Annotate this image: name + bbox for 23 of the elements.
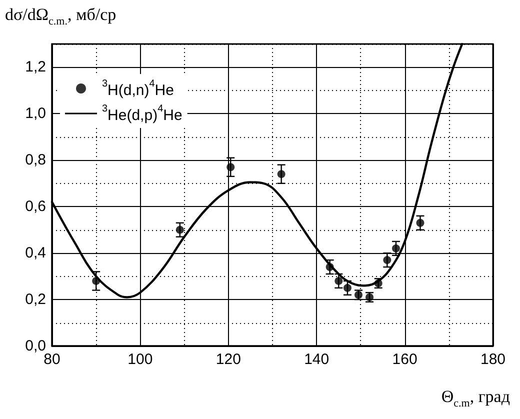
y-tick-label: 1,2 [25,58,46,76]
x-tick-label: 100 [128,351,153,368]
y-tick-label: 0,8 [25,152,46,169]
x-tick-label: 120 [216,351,241,368]
y-tick-label: 0,6 [25,198,46,216]
point [392,244,400,252]
point [334,276,343,285]
point [326,263,334,272]
y-tick-label: 1,0 [25,105,46,122]
y-tick-label: 0,0 [25,338,46,354]
x-tick-label: 140 [304,351,330,368]
point [277,170,286,178]
point [226,163,235,172]
y-tick-label: 0,4 [25,244,46,262]
point [176,226,184,234]
point [383,256,392,264]
x-tick-label: 160 [392,351,418,368]
point [416,218,424,227]
x-tick-label: 80 [44,351,60,368]
point [92,276,100,285]
x-tick-label: 180 [480,351,506,368]
y-tick-label: 0,2 [25,291,46,308]
point [343,284,352,292]
